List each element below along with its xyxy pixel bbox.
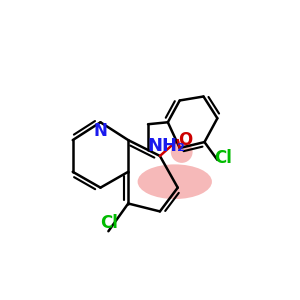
Text: NH₂: NH₂ <box>147 137 185 155</box>
Text: N: N <box>94 122 107 140</box>
Text: Cl: Cl <box>100 214 118 232</box>
Text: O: O <box>178 131 193 149</box>
Ellipse shape <box>171 141 193 163</box>
Ellipse shape <box>138 164 212 199</box>
Text: Cl: Cl <box>214 149 232 167</box>
